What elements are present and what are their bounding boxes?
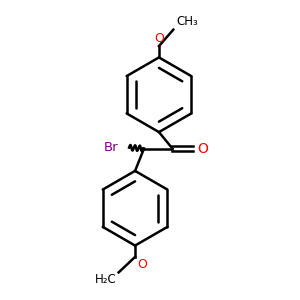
Text: H₂C: H₂C bbox=[94, 273, 116, 286]
Text: O: O bbox=[197, 142, 208, 155]
Text: CH₃: CH₃ bbox=[176, 15, 198, 28]
Text: Br: Br bbox=[104, 140, 118, 154]
Text: O: O bbox=[154, 32, 164, 46]
Text: O: O bbox=[137, 258, 147, 271]
